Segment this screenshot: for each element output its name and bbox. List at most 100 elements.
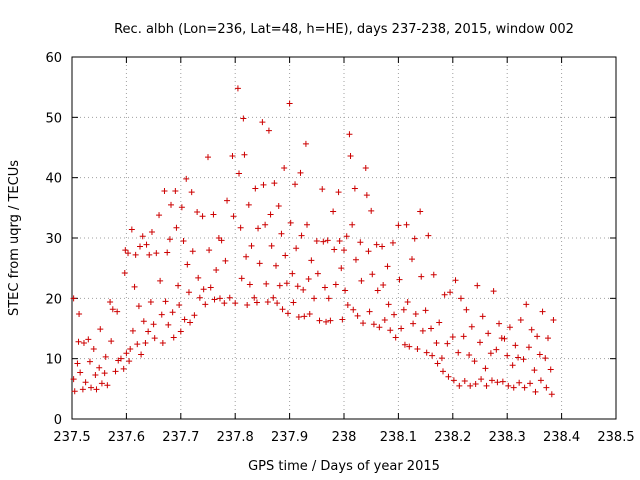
data-point	[151, 335, 158, 342]
data-point	[308, 257, 315, 264]
data-point	[229, 152, 236, 159]
data-point	[401, 341, 408, 348]
data-point	[306, 311, 313, 318]
data-point	[418, 273, 425, 280]
data-point	[548, 391, 555, 398]
data-point	[125, 250, 132, 257]
data-point	[222, 257, 229, 264]
data-point	[109, 306, 116, 313]
data-point	[161, 187, 168, 194]
data-points	[70, 85, 557, 398]
data-point	[325, 295, 332, 302]
data-point	[330, 208, 337, 215]
data-point	[429, 352, 436, 359]
data-point	[438, 355, 445, 362]
x-tick-label: 237.5	[53, 430, 90, 445]
data-point	[478, 376, 485, 383]
data-point	[536, 351, 543, 358]
data-point	[134, 341, 141, 348]
data-point	[389, 239, 396, 246]
data-point	[259, 119, 266, 126]
data-point	[123, 350, 130, 357]
data-point	[403, 221, 410, 228]
data-point	[196, 294, 203, 301]
data-point	[148, 228, 155, 235]
data-point	[331, 246, 338, 253]
data-point	[140, 318, 147, 325]
data-point	[274, 300, 281, 307]
data-point	[398, 325, 405, 332]
data-point	[395, 222, 402, 229]
data-point	[79, 386, 86, 393]
data-point	[321, 284, 328, 291]
data-point	[436, 319, 443, 326]
data-point	[457, 295, 464, 302]
data-point	[263, 280, 270, 287]
data-point	[210, 211, 217, 218]
data-point	[195, 274, 202, 281]
data-point	[145, 328, 152, 335]
data-point	[139, 233, 146, 240]
data-point	[391, 311, 398, 318]
data-point	[419, 327, 426, 334]
data-point	[206, 247, 213, 254]
data-point	[456, 382, 463, 389]
data-point	[342, 287, 349, 294]
data-point	[184, 261, 191, 268]
data-point	[276, 282, 283, 289]
data-point	[547, 366, 554, 373]
data-point	[224, 197, 231, 204]
data-point	[304, 221, 311, 228]
data-point	[158, 311, 165, 318]
data-point	[114, 308, 121, 315]
data-point	[265, 127, 272, 134]
data-point	[527, 380, 534, 387]
y-axis-label: STEC from uqrg / TECUs	[7, 160, 22, 316]
axis-ticks: 237.5 237.6 237.7 237.8 237.9 238 238.1 238.2 23…	[45, 51, 634, 445]
grid-lines	[72, 57, 616, 419]
data-point	[490, 288, 497, 295]
data-point	[76, 311, 83, 318]
data-point	[324, 237, 331, 244]
data-point	[523, 301, 530, 308]
data-point	[137, 243, 143, 250]
data-point	[455, 349, 462, 356]
data-point	[447, 289, 454, 296]
data-point	[441, 291, 448, 298]
data-point	[98, 380, 105, 387]
data-point	[238, 275, 245, 282]
data-point	[248, 242, 255, 249]
data-point	[534, 333, 541, 340]
data-point	[207, 284, 214, 291]
data-point	[168, 201, 175, 208]
data-point	[260, 181, 267, 188]
x-tick-label: 238.2	[434, 430, 471, 445]
data-point	[477, 339, 483, 346]
data-point	[221, 300, 228, 307]
data-point	[347, 152, 354, 159]
data-point	[153, 250, 160, 257]
data-point	[449, 333, 456, 340]
data-point	[510, 384, 517, 391]
data-point	[143, 241, 150, 248]
data-point	[188, 189, 195, 196]
x-tick-label: 237.6	[108, 430, 145, 445]
data-point	[279, 306, 286, 313]
data-point	[494, 379, 501, 386]
data-point	[294, 283, 301, 290]
data-point	[120, 365, 127, 372]
data-point	[189, 248, 196, 255]
data-point	[483, 382, 490, 389]
data-point	[71, 388, 78, 395]
data-point	[244, 301, 251, 308]
data-point	[264, 298, 271, 305]
data-point	[332, 281, 339, 288]
data-point	[292, 181, 299, 188]
y-tick-label: 20	[45, 292, 62, 307]
data-point	[525, 344, 532, 351]
data-point	[406, 343, 413, 350]
data-point	[255, 225, 262, 232]
data-point	[191, 312, 198, 319]
data-point	[85, 336, 92, 343]
y-tick-label: 60	[45, 51, 62, 66]
